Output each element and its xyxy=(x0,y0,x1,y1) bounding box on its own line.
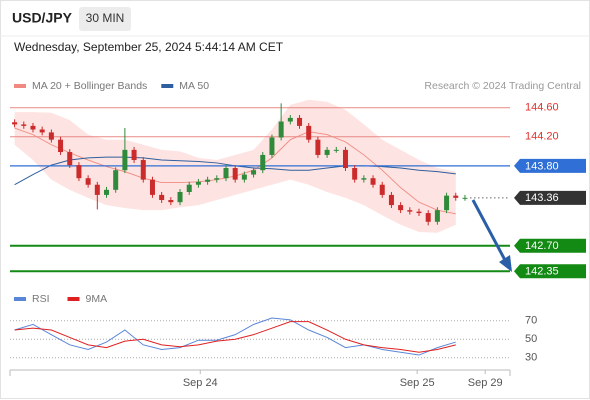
candle-body xyxy=(241,174,247,180)
candle-body xyxy=(269,137,275,155)
legend-label: MA 20 + Bollinger Bands xyxy=(32,80,147,92)
candle-body xyxy=(342,149,348,169)
candle-body xyxy=(67,152,73,166)
candle-body xyxy=(416,211,422,214)
candle-body xyxy=(462,197,468,199)
candle-body xyxy=(131,149,137,161)
candle-body xyxy=(361,178,367,180)
candle-body xyxy=(379,184,385,195)
candle-body xyxy=(370,178,376,185)
legend-label: MA 50 xyxy=(179,80,209,92)
candle-body xyxy=(76,165,82,179)
timeframe: 30 MIN xyxy=(86,11,125,25)
forecast-arrow xyxy=(471,199,508,263)
x-tick-label: Sep 29 xyxy=(468,377,503,389)
candle-body xyxy=(444,195,450,211)
level-tag xyxy=(514,158,586,173)
candle-body xyxy=(324,149,330,155)
y-tick-label: 30 xyxy=(525,352,537,364)
candle-body xyxy=(186,184,192,192)
candle-body xyxy=(205,179,211,182)
candle-body xyxy=(315,139,321,155)
candle-body xyxy=(251,170,257,175)
candle-body xyxy=(21,124,27,126)
symbol: USD/JPY xyxy=(12,10,73,26)
x-tick-label: Sep 25 xyxy=(400,377,435,389)
candle-body xyxy=(30,125,36,130)
candle-body xyxy=(159,194,165,200)
candle-body xyxy=(453,195,459,198)
legend-label: RSI xyxy=(32,293,50,305)
candle-body xyxy=(85,178,91,185)
y-tick-label: 50 xyxy=(525,333,537,345)
rsi-line xyxy=(14,321,456,353)
candle-body xyxy=(287,117,293,122)
candle-body xyxy=(140,160,146,180)
candle-body xyxy=(297,117,303,126)
candle-body xyxy=(12,122,18,125)
candle-body xyxy=(223,168,229,179)
legend-swatch xyxy=(14,297,26,301)
candle-body xyxy=(333,149,339,151)
candle-body xyxy=(168,199,174,203)
legend-swatch xyxy=(14,84,26,88)
candle-body xyxy=(425,213,431,222)
candle-body xyxy=(122,149,128,171)
candle-body xyxy=(195,181,201,185)
level-label: 144.20 xyxy=(525,131,559,143)
level-tag xyxy=(514,264,586,279)
candle-body xyxy=(48,132,54,140)
rsi-line xyxy=(14,317,456,356)
level-label: 143.80 xyxy=(525,160,559,172)
level-label: 144.60 xyxy=(525,102,559,114)
candle-body xyxy=(407,210,413,212)
datetime: Wednesday, September 25, 2024 5:44:14 AM… xyxy=(14,40,284,54)
candle-body xyxy=(94,184,100,195)
candle-body xyxy=(434,210,440,222)
candle-body xyxy=(39,129,45,133)
candle-body xyxy=(260,154,266,171)
legend-swatch xyxy=(161,84,174,88)
candle-body xyxy=(278,121,284,138)
candle-body xyxy=(58,139,64,153)
credit: Research © 2024 Trading Central xyxy=(424,80,581,92)
candle-body xyxy=(149,179,155,195)
x-tick-label: Sep 24 xyxy=(183,377,218,389)
candle-body xyxy=(398,205,404,211)
candle-body xyxy=(177,192,183,203)
level-tag xyxy=(514,238,586,253)
candle-body xyxy=(104,189,110,195)
level-tag xyxy=(514,190,586,205)
candle-body xyxy=(352,168,358,180)
level-label: 143.36 xyxy=(525,192,559,204)
candle-body xyxy=(232,168,238,180)
candle-body xyxy=(388,194,394,206)
legend-label: 9MA xyxy=(86,293,108,305)
candle-body xyxy=(306,125,312,140)
level-label: 142.35 xyxy=(525,266,559,278)
forecast-arrowhead xyxy=(499,255,512,272)
legend-swatch xyxy=(67,297,80,301)
candle-body xyxy=(214,178,220,180)
candle-body xyxy=(113,170,119,190)
timeframe-box xyxy=(79,7,131,31)
level-label: 142.70 xyxy=(525,240,559,252)
y-tick-label: 70 xyxy=(525,315,537,327)
